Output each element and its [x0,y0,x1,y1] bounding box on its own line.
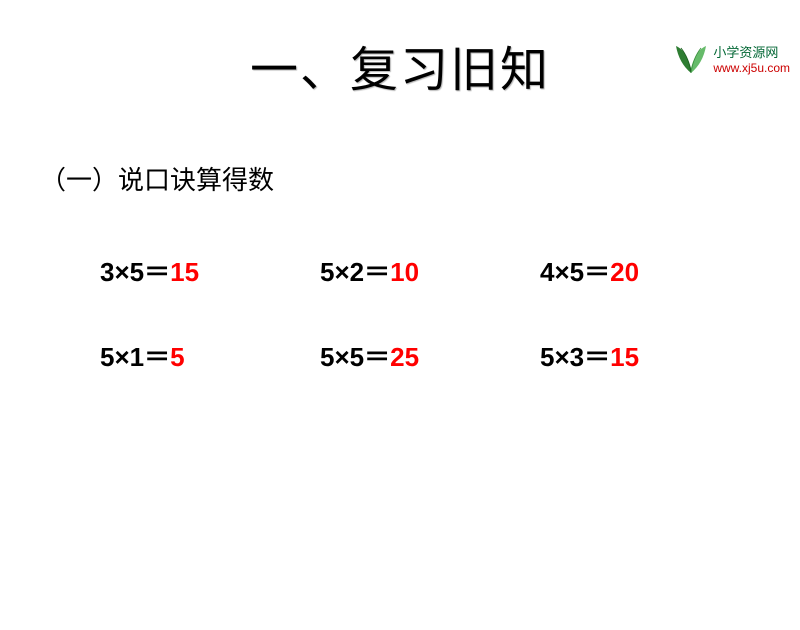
equation-expression: 5×1＝ [100,342,170,372]
equation-item: 4×5＝20 [540,252,760,289]
section-subtitle: （一）说口诀算得数 [40,160,800,197]
equation-expression: 5×3＝ [540,342,610,372]
equation-answer: 20 [610,257,639,287]
equation-item: 5×2＝10 [320,252,540,289]
equation-answer: 15 [610,342,639,372]
equation-answer: 10 [390,257,419,287]
equation-expression: 5×5＝ [320,342,390,372]
equations-container: 3×5＝15 5×2＝10 4×5＝20 5×1＝5 5×5＝25 5×3＝15 [100,252,800,374]
logo-text-container: 小学资源网 www.xj5u.com [713,42,790,75]
equation-item: 3×5＝15 [100,252,320,289]
equation-item: 5×1＝5 [100,337,320,374]
leaf-icon [671,38,711,78]
equation-item: 5×5＝25 [320,337,540,374]
equation-answer: 15 [170,257,199,287]
site-logo: 小学资源网 www.xj5u.com [671,38,790,78]
equation-answer: 25 [390,342,419,372]
equation-row-1: 3×5＝15 5×2＝10 4×5＝20 [100,252,800,289]
equation-row-2: 5×1＝5 5×5＝25 5×3＝15 [100,337,800,374]
equation-answer: 5 [170,342,184,372]
equation-item: 5×3＝15 [540,337,760,374]
equation-expression: 5×2＝ [320,257,390,287]
equation-expression: 4×5＝ [540,257,610,287]
logo-text-url: www.xj5u.com [713,61,790,75]
equation-expression: 3×5＝ [100,257,170,287]
logo-text-chinese: 小学资源网 [713,42,790,61]
